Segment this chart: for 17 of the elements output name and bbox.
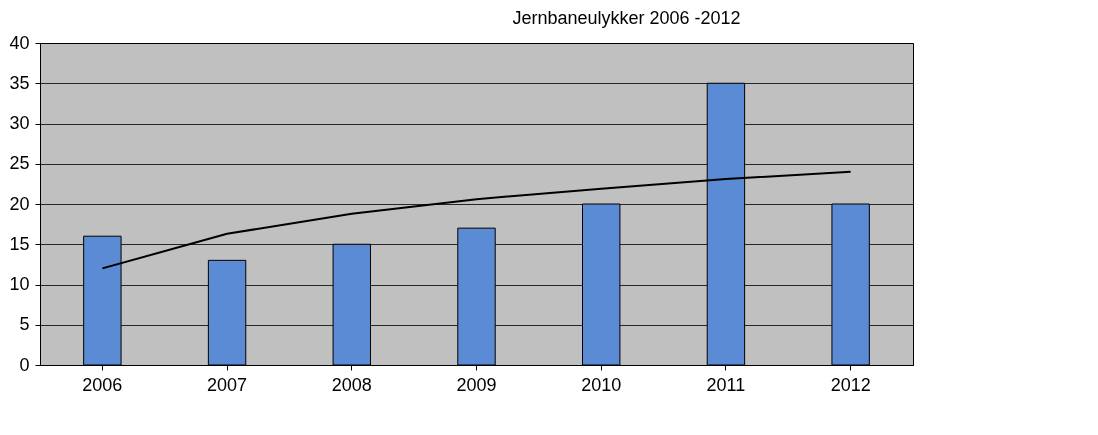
chart-title: Jernbaneulykker 2006 -2012 [512,8,741,28]
y-tick-label: 30 [9,113,30,133]
y-tick-label: 10 [9,274,30,294]
x-tick-label: 2009 [456,374,497,395]
x-tick-label: 2007 [207,374,248,395]
x-tick-label: 2008 [331,374,372,395]
y-tick-label: 20 [9,193,30,214]
y-tick-label: 15 [9,233,30,254]
y-tick-label: 0 [19,354,30,375]
y-tick-label: 40 [9,32,30,53]
y-tick-label: 5 [19,314,30,335]
y-tick-label: 35 [9,72,30,93]
x-tick-label: 2012 [830,374,871,395]
x-tick-label: 2006 [82,374,123,395]
y-tick-label: 25 [9,153,30,174]
x-tick-label: 2010 [581,374,622,395]
x-tick-label: 2011 [706,374,746,395]
